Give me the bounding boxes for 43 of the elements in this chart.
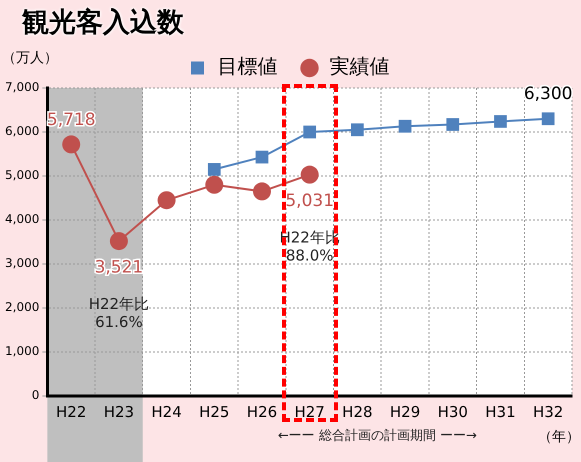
point — [252, 182, 271, 200]
x-tick-label: H22 — [56, 402, 86, 421]
x-tick-label: H30 — [438, 402, 468, 421]
point — [303, 126, 316, 138]
chart-title: 観光客入込数 — [22, 6, 184, 40]
x-axis-title: （年） — [538, 429, 580, 445]
y-axis-title: （万人） — [2, 50, 58, 66]
y-tick-label: 3,000 — [4, 256, 40, 270]
y-tick-label: 7,000 — [4, 80, 40, 94]
x-tick-label: H32 — [532, 402, 564, 421]
point — [398, 120, 412, 133]
data-label: 6,300 — [524, 84, 572, 104]
point — [208, 163, 221, 176]
point — [110, 232, 128, 250]
x-tick-label: H29 — [390, 402, 420, 421]
y-tick-label: 1,000 — [4, 344, 40, 358]
point — [300, 166, 319, 184]
y-tick-label: 6,000 — [4, 124, 40, 138]
y-tick-label: 0 — [32, 388, 40, 402]
annotation: H22年比 61.6% — [88, 294, 150, 331]
point — [256, 150, 268, 164]
y-tick-label: 4,000 — [4, 212, 40, 226]
x-tick-label: H23 — [104, 402, 134, 421]
point — [62, 135, 80, 154]
point — [158, 191, 176, 210]
point — [542, 112, 555, 126]
x-tick-label: H27 — [294, 402, 325, 421]
x-tick-label: H31 — [485, 402, 516, 421]
point — [446, 118, 460, 131]
point — [351, 123, 364, 136]
legend-label: 目標値 — [218, 54, 278, 78]
legend-label: 実績値 — [330, 54, 390, 78]
x-tick-label: H24 — [151, 402, 182, 421]
y-tick-label: 2,000 — [4, 300, 40, 314]
y-tick-label: 5,000 — [4, 168, 40, 182]
x-tick-label: H26 — [246, 402, 278, 421]
point — [494, 115, 507, 128]
data-label: 3,521 — [94, 258, 144, 278]
x-tick-label: H28 — [342, 402, 373, 421]
point — [205, 176, 224, 194]
text: ←ーー 総合計画の計画期間 ーー→ — [278, 428, 477, 444]
x-tick-label: H25 — [199, 402, 230, 421]
data-label: 5,031 — [285, 191, 334, 212]
